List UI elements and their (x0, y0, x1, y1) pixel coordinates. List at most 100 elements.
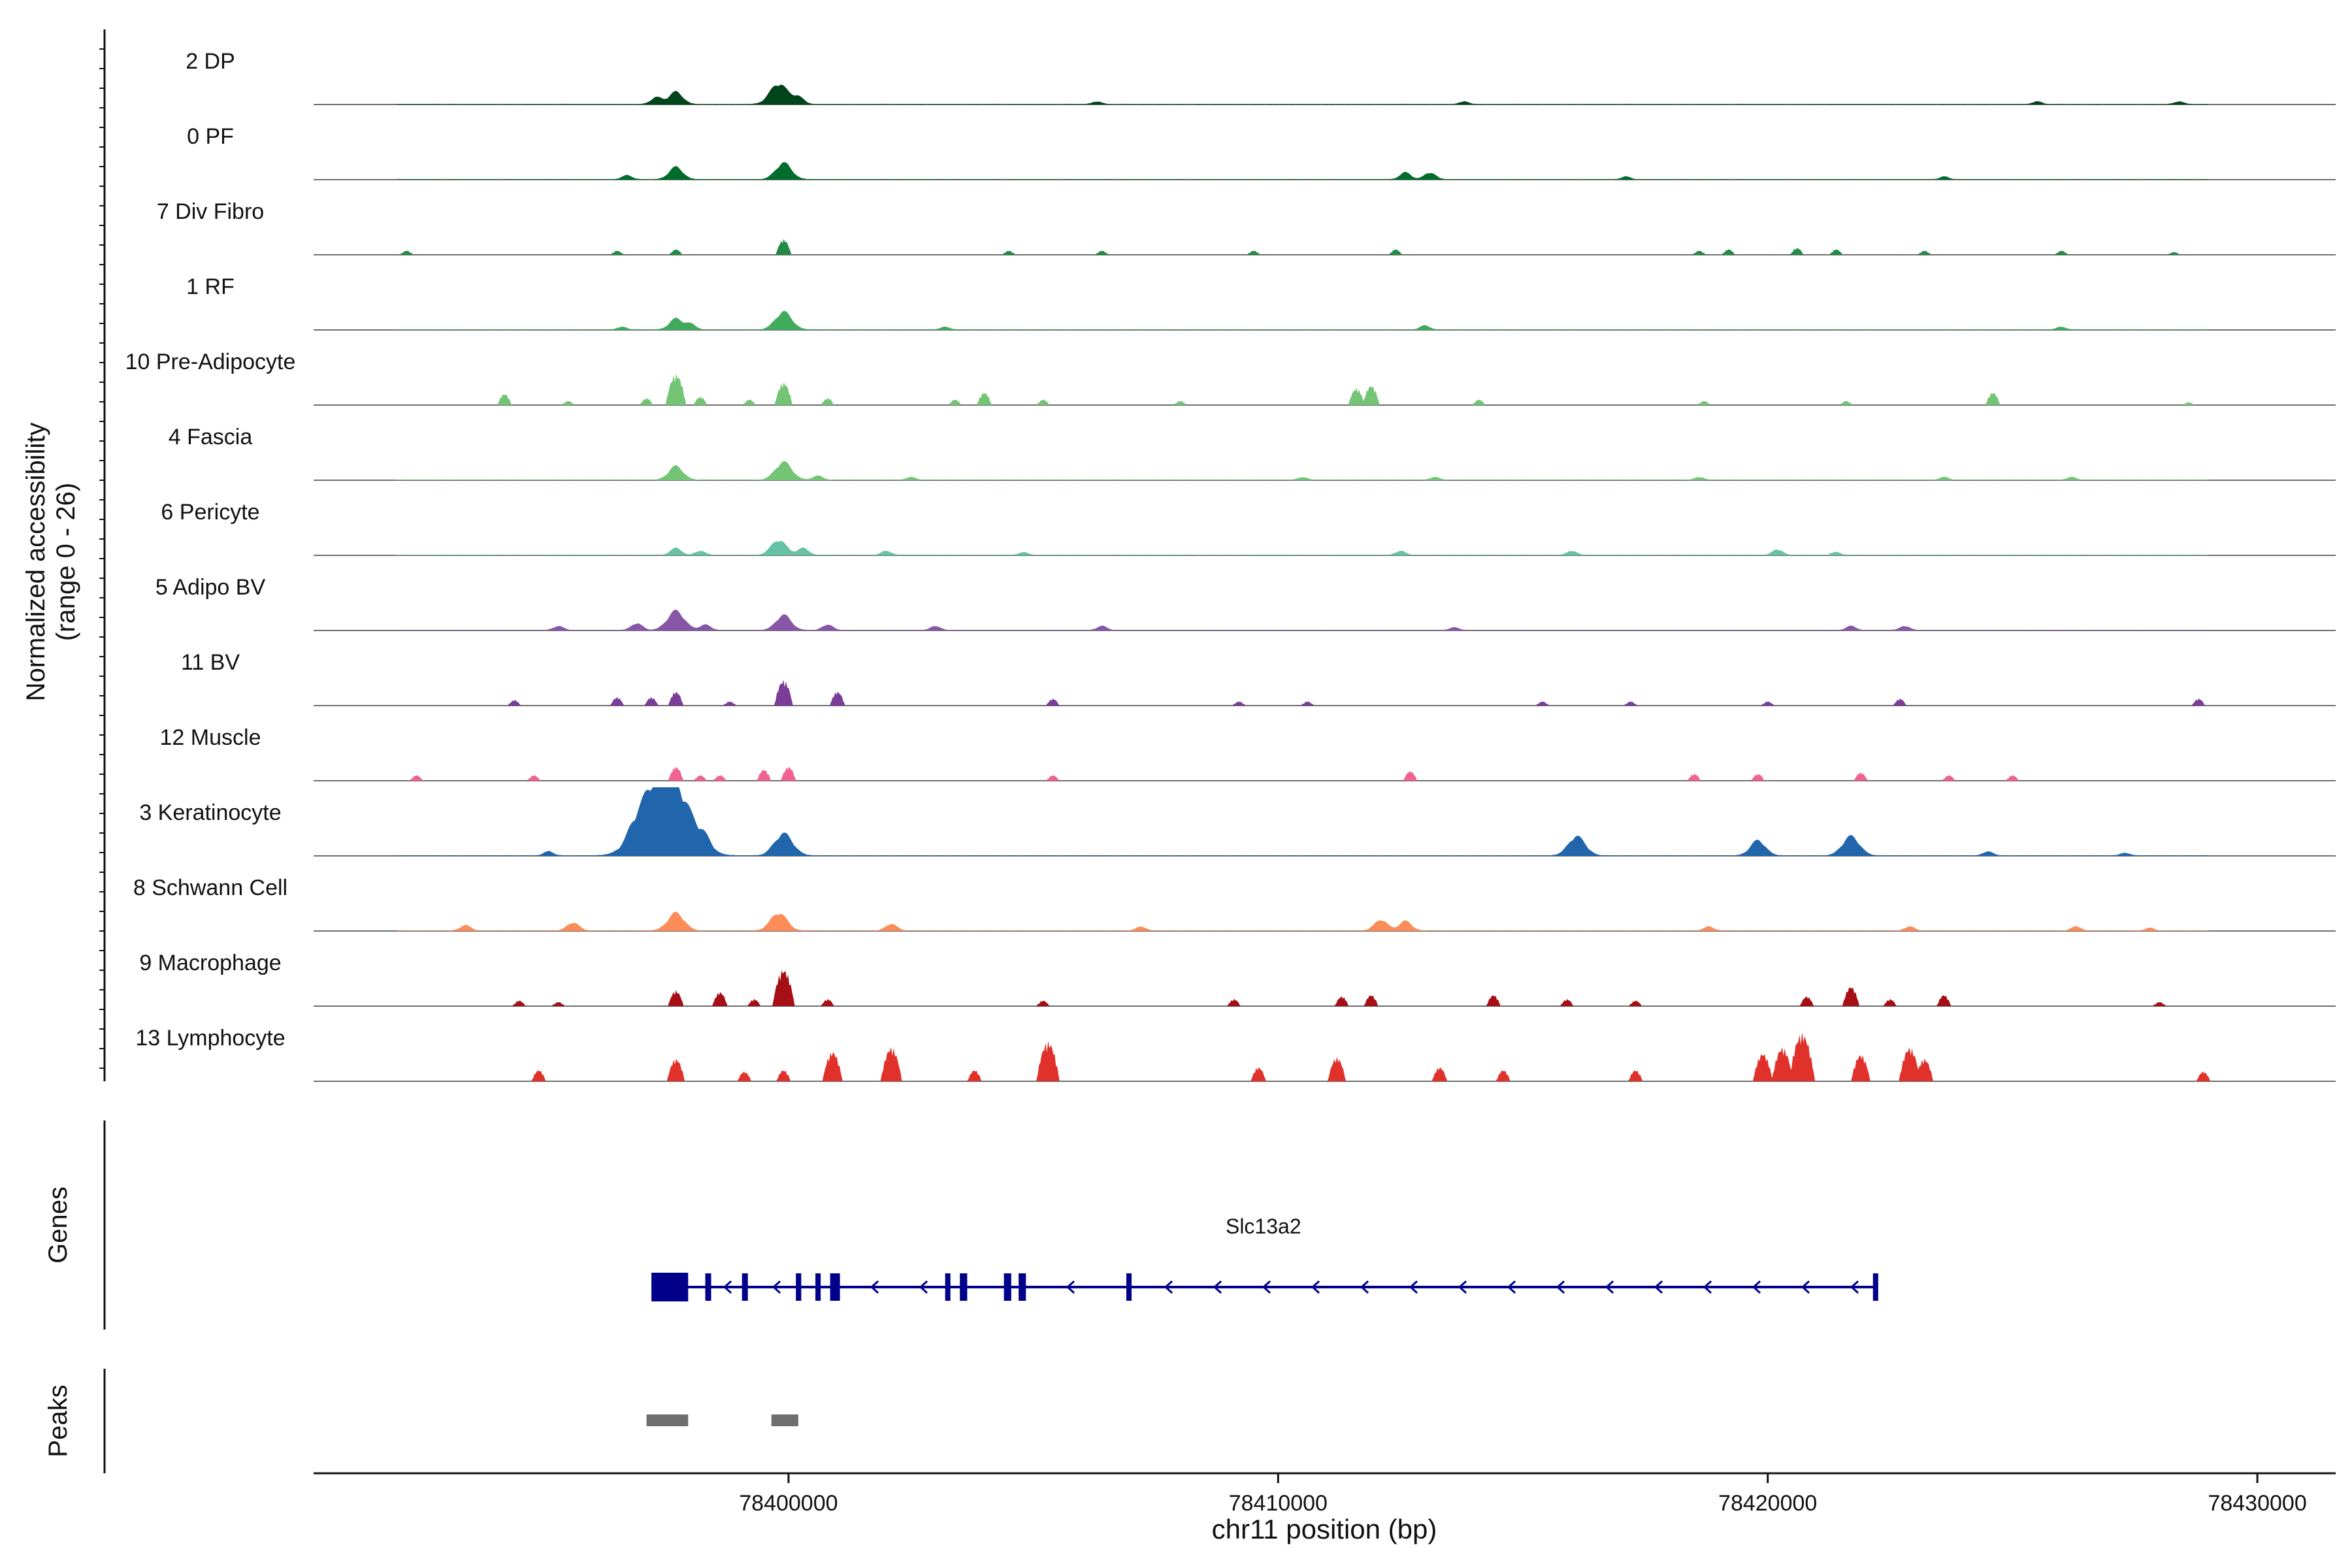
coverage-peak (1003, 251, 1015, 255)
gene-exon (830, 1273, 840, 1301)
x-tick-label: 78420000 (1718, 1491, 1817, 1516)
coverage-peak (1761, 702, 1774, 706)
coverage-peak (1918, 251, 1931, 255)
coverage-peak (645, 696, 659, 706)
track-10-pre-adipocyte: 10 Pre-Adipocyte (125, 350, 2336, 406)
coverage-peak (508, 700, 521, 706)
x-axis-title: chr11 position (bp) (1212, 1514, 1437, 1544)
track-6-pericyte: 6 Pericyte (161, 500, 2336, 556)
coverage-peak (774, 679, 793, 706)
gene-name-label: Slc13a2 (1226, 1215, 1301, 1238)
coverage-peak (977, 393, 992, 405)
coverage-peak (1364, 995, 1379, 1006)
track-2-dp: 2 DP (186, 49, 2336, 105)
strand-arrow (1409, 1280, 1418, 1294)
track-label: 0 PF (187, 124, 234, 149)
track-3-keratinocyte: 3 Keratinocyte (139, 787, 2336, 857)
strand-arrow (1164, 1280, 1173, 1294)
coverage-peak (1348, 387, 1365, 405)
track-4-fascia: 4 Fascia (169, 425, 2336, 481)
coverage-peak (670, 249, 682, 255)
gene-exon (945, 1273, 951, 1301)
coverage-peak (513, 1000, 526, 1006)
peak-region (771, 1414, 798, 1426)
gene-exon (1004, 1273, 1011, 1301)
coverage-peak (1432, 1067, 1448, 1081)
strand-arrow (870, 1280, 879, 1294)
coverage-peak (1389, 249, 1402, 255)
coverage-peak (1228, 999, 1241, 1006)
coverage-peak (2192, 698, 2205, 706)
track-label: 2 DP (186, 49, 235, 74)
coverage-peak (693, 396, 708, 405)
coverage-peak (1854, 772, 1868, 781)
strand-arrow (1654, 1280, 1663, 1294)
track-label: 7 Div Fibro (157, 199, 264, 224)
coverage-peak (1722, 249, 1735, 255)
coverage-tracks: 2 DP 0 PF 7 Div Fibro 1 RF 10 Pre-Adipocyte 4… (125, 49, 2336, 1082)
peaks-track-label: Peaks (44, 1384, 73, 1457)
coverage-peak (2055, 251, 2068, 255)
coverage-peak (1536, 702, 1548, 706)
coverage-peak (1362, 386, 1380, 405)
coverage-peak (694, 775, 707, 781)
coverage-peak (757, 770, 772, 781)
coverage-peak (1403, 770, 1418, 781)
coverage-peak (1233, 702, 1245, 706)
coverage-peak (880, 1047, 902, 1081)
x-tick-label: 78410000 (1229, 1491, 1328, 1516)
coverage-peak (400, 251, 413, 255)
track-label: 10 Pre-Adipocyte (125, 350, 296, 374)
coverage-peak (1789, 1032, 1816, 1081)
coverage-peak (743, 399, 756, 405)
strand-arrow (1262, 1280, 1271, 1294)
coverage-peak (668, 990, 684, 1006)
coverage-peak (2153, 1002, 2166, 1006)
coverage-peak (830, 691, 845, 706)
coverage-peak (1840, 401, 1852, 405)
coverage-peak (774, 382, 792, 405)
coverage-peak (531, 1070, 546, 1081)
peak-regions (646, 1414, 798, 1426)
coverage-peak (776, 1070, 791, 1081)
coverage-peak (781, 766, 796, 781)
coverage-peak (1250, 1067, 1266, 1081)
coverage-peak (562, 401, 574, 405)
y-axis-title-line2: (range 0 - 26) (52, 483, 80, 641)
coverage-peak (1496, 1070, 1511, 1081)
strand-arrow (1801, 1280, 1810, 1294)
coverage-peak (667, 1058, 685, 1081)
coverage-peak (1335, 996, 1349, 1006)
gene-exon (705, 1273, 711, 1301)
coverage-peak (1771, 1047, 1793, 1081)
track-label: 1 RF (186, 274, 235, 299)
coverage-peak (1884, 999, 1897, 1006)
strand-arrow (1311, 1280, 1320, 1294)
track-label: 13 Lymphocyte (135, 1026, 285, 1051)
coverage-peak (1899, 1047, 1921, 1081)
track-11-bv: 11 BV (181, 650, 2336, 706)
coverage-peak (1560, 999, 1574, 1006)
track-label: 8 Schwann Cell (133, 875, 287, 900)
coverage-peak (776, 238, 792, 255)
coverage-peak (712, 992, 728, 1006)
coverage-area (397, 911, 2209, 931)
coverage-peak (527, 775, 540, 781)
coverage-peak (1328, 1056, 1347, 1081)
coverage-peak (1851, 1055, 1870, 1081)
coverage-peak (1936, 995, 1952, 1006)
coverage-peak (1047, 775, 1059, 781)
coverage-peak (821, 398, 834, 405)
strand-arrow (772, 1280, 781, 1294)
strand-arrow (723, 1280, 732, 1294)
gene-exon (651, 1273, 689, 1301)
x-tick-label: 78430000 (2208, 1491, 2306, 1516)
strand-arrow (1066, 1280, 1075, 1294)
coverage-peak (1628, 1070, 1643, 1081)
track-label: 12 Muscle (160, 725, 261, 750)
coverage-peak (640, 398, 653, 405)
genes-track-label: Genes (44, 1186, 73, 1264)
strand-arrow (1213, 1280, 1222, 1294)
